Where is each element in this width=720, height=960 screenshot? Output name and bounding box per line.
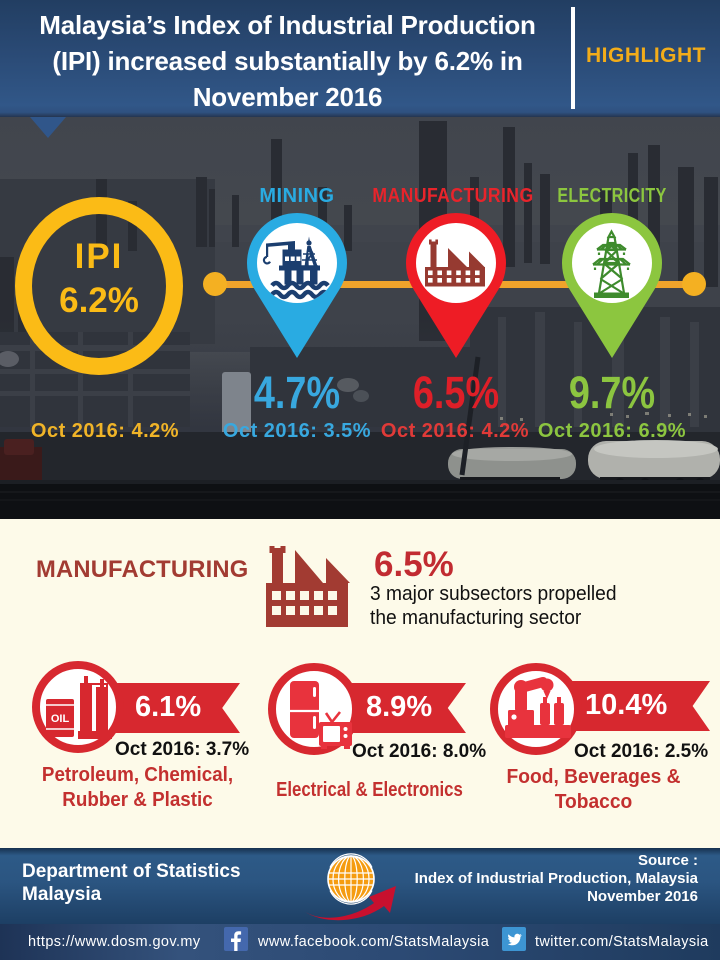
svg-text:OIL: OIL: [51, 713, 70, 725]
